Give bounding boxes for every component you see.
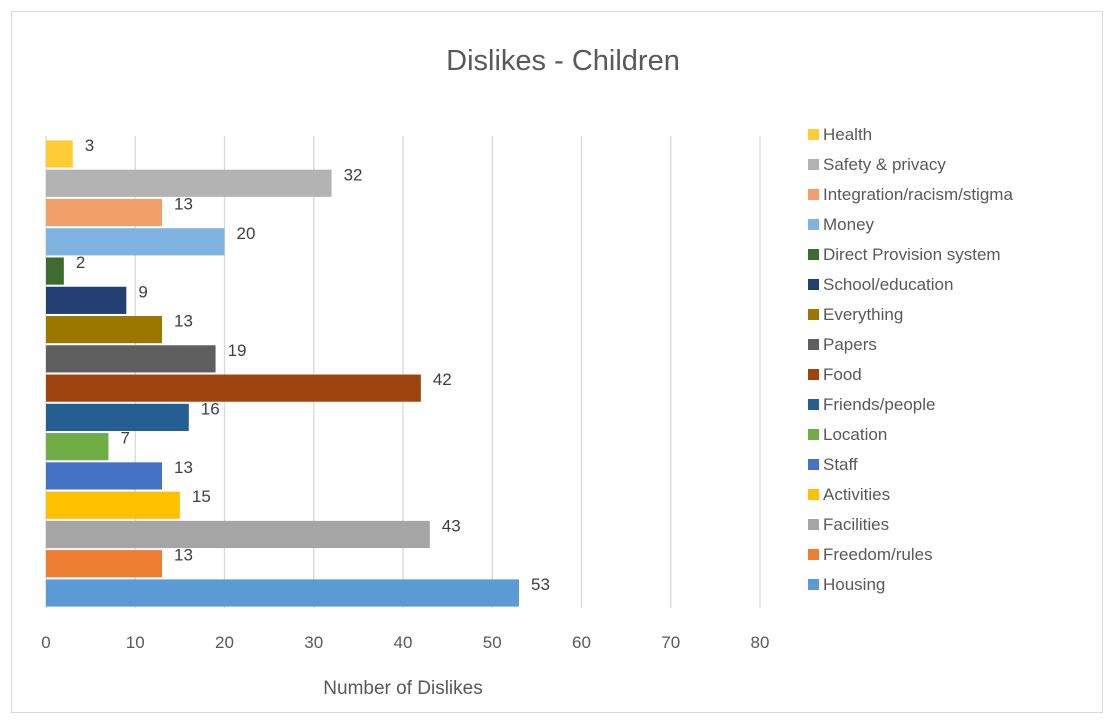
bar: [46, 433, 109, 461]
data-label: 7: [120, 429, 129, 448]
legend-label: Friends/people: [823, 395, 935, 414]
x-axis-title: Number of Dislikes: [323, 678, 482, 699]
bar: [46, 286, 127, 314]
data-label: 3: [85, 136, 94, 155]
legend-label: Money: [823, 215, 875, 234]
bar: [46, 257, 64, 285]
legend-label: Location: [823, 425, 887, 444]
legend-swatch: [808, 489, 819, 500]
legend-swatch: [808, 429, 819, 440]
legend-label: Safety & privacy: [823, 155, 946, 174]
bar: [46, 374, 421, 402]
data-label: 53: [531, 575, 550, 594]
chart-svg: Dislikes - Children 0 10 20 30 40 50 60 70 80 33…: [41, 45, 1013, 699]
x-tick-label: 80: [751, 633, 770, 652]
legend-swatch: [808, 519, 819, 530]
legend: Health Safety & privacy Integration/racism…: [808, 125, 1013, 594]
legend-label: Papers: [823, 335, 877, 354]
bar: [46, 462, 163, 490]
data-label: 32: [344, 165, 363, 184]
x-tick-label: 70: [661, 633, 680, 652]
x-tick-label: 40: [394, 633, 413, 652]
legend-swatch: [808, 129, 819, 140]
data-label: 13: [174, 312, 193, 331]
x-tick-label: 30: [304, 633, 323, 652]
legend-label: Food: [823, 365, 862, 384]
x-tick-label: 0: [41, 633, 50, 652]
legend-swatch: [808, 369, 819, 380]
bar: [46, 169, 332, 197]
legend-label: Health: [823, 125, 872, 144]
legend-swatch: [808, 279, 819, 290]
legend-label: Activities: [823, 485, 890, 504]
legend-label: Housing: [823, 575, 885, 594]
data-label: 42: [433, 370, 452, 389]
x-tick-label: 60: [572, 633, 591, 652]
legend-label: Facilities: [823, 515, 889, 534]
legend-swatch: [808, 549, 819, 560]
legend-swatch: [808, 579, 819, 590]
x-tick-label: 20: [215, 633, 234, 652]
legend-swatch: [808, 339, 819, 350]
data-labels: 3 32 13 20 2 9 13 19 42 16 7 13 15 43 13 53: [76, 136, 550, 594]
bar: [46, 579, 520, 607]
bar: [46, 550, 163, 578]
bars: [46, 140, 520, 607]
bar: [46, 198, 163, 227]
bar: [46, 403, 189, 431]
x-axis-tick-labels: 0 10 20 30 40 50 60 70 80: [41, 633, 769, 652]
bar: [46, 228, 225, 256]
legend-label: Everything: [823, 305, 903, 324]
data-label: 20: [237, 224, 256, 243]
data-label: 15: [192, 487, 211, 506]
legend-swatch: [808, 219, 819, 230]
legend-swatch: [808, 249, 819, 260]
legend-label: Direct Provision system: [823, 245, 1001, 264]
chart-title: Dislikes - Children: [446, 45, 680, 77]
legend-label: Staff: [823, 455, 858, 474]
bar: [46, 316, 163, 344]
data-label: 9: [138, 282, 147, 301]
data-label: 43: [442, 516, 461, 535]
legend-label: Integration/racism/stigma: [823, 185, 1013, 204]
data-label: 13: [174, 195, 193, 214]
data-label: 13: [174, 546, 193, 565]
legend-label: School/education: [823, 275, 953, 294]
bar: [46, 491, 180, 519]
bar: [46, 345, 216, 373]
legend-swatch: [808, 399, 819, 410]
data-label: 2: [76, 253, 85, 272]
bar: [46, 520, 430, 549]
data-label: 13: [174, 458, 193, 477]
data-label: 19: [228, 341, 247, 360]
legend-label: Freedom/rules: [823, 545, 933, 564]
legend-swatch: [808, 309, 819, 320]
legend-swatch: [808, 189, 819, 200]
data-label: 16: [201, 399, 220, 418]
x-tick-label: 10: [126, 633, 145, 652]
x-tick-label: 50: [483, 633, 502, 652]
legend-swatch: [808, 159, 819, 170]
bar: [46, 140, 73, 168]
legend-swatch: [808, 459, 819, 470]
